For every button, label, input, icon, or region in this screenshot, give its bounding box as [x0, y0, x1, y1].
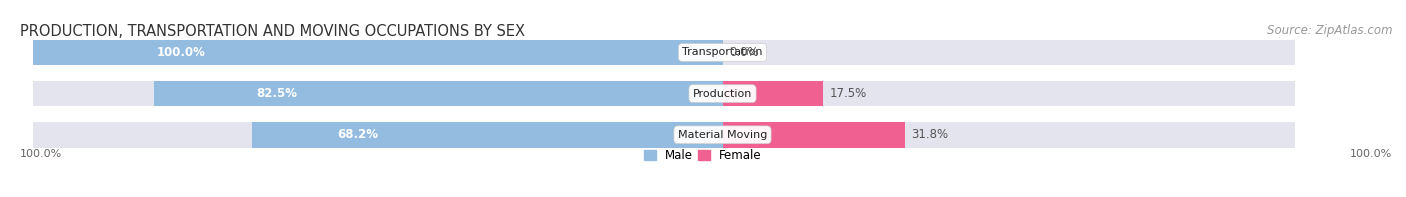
- Text: 31.8%: 31.8%: [911, 128, 948, 141]
- Text: 82.5%: 82.5%: [256, 87, 297, 100]
- Bar: [153, 81, 723, 106]
- Text: Production: Production: [693, 89, 752, 99]
- Bar: [723, 122, 904, 148]
- Bar: [34, 81, 1295, 106]
- Bar: [723, 81, 823, 106]
- Bar: [252, 122, 723, 148]
- Bar: [34, 40, 1295, 65]
- Legend: Male, Female: Male, Female: [640, 144, 766, 167]
- Text: 100.0%: 100.0%: [157, 46, 207, 59]
- Text: Material Moving: Material Moving: [678, 130, 768, 140]
- Text: 100.0%: 100.0%: [20, 149, 62, 159]
- Text: 0.0%: 0.0%: [730, 46, 759, 59]
- Bar: [34, 40, 723, 65]
- Text: Source: ZipAtlas.com: Source: ZipAtlas.com: [1267, 24, 1392, 37]
- Text: 100.0%: 100.0%: [1350, 149, 1392, 159]
- Text: 17.5%: 17.5%: [830, 87, 866, 100]
- Bar: [34, 122, 1295, 148]
- Text: PRODUCTION, TRANSPORTATION AND MOVING OCCUPATIONS BY SEX: PRODUCTION, TRANSPORTATION AND MOVING OC…: [20, 24, 524, 39]
- Text: 68.2%: 68.2%: [337, 128, 378, 141]
- Text: Transportation: Transportation: [682, 47, 763, 58]
